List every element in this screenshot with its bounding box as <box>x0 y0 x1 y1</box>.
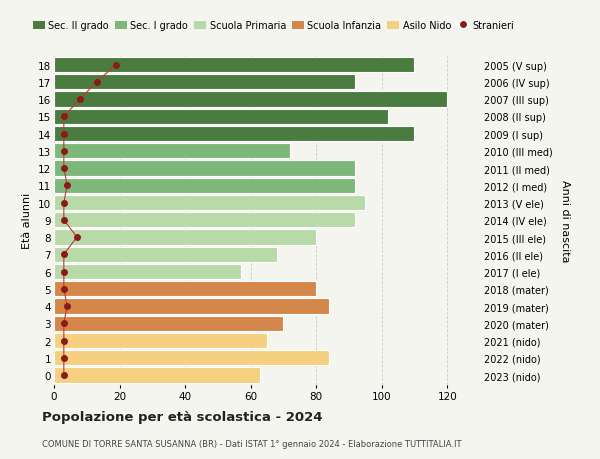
Bar <box>54 92 447 107</box>
Bar <box>54 333 267 348</box>
Bar <box>54 75 355 90</box>
Bar <box>54 368 260 383</box>
Bar <box>54 213 355 228</box>
Bar <box>54 161 355 176</box>
Bar <box>54 178 355 194</box>
Legend: Sec. II grado, Sec. I grado, Scuola Primaria, Scuola Infanzia, Asilo Nido, Stran: Sec. II grado, Sec. I grado, Scuola Prim… <box>29 17 518 35</box>
Bar <box>54 58 415 73</box>
Text: Popolazione per età scolastica - 2024: Popolazione per età scolastica - 2024 <box>42 410 323 423</box>
Bar <box>54 196 365 211</box>
Bar <box>54 264 241 280</box>
Bar <box>54 351 329 365</box>
Bar <box>54 127 415 142</box>
Y-axis label: Età alunni: Età alunni <box>22 192 32 248</box>
Bar <box>54 281 316 297</box>
Bar <box>54 109 388 124</box>
Bar <box>54 247 277 262</box>
Bar <box>54 316 283 331</box>
Bar <box>54 230 316 245</box>
Bar <box>54 299 329 314</box>
Bar <box>54 144 290 159</box>
Y-axis label: Anni di nascita: Anni di nascita <box>560 179 569 262</box>
Text: COMUNE DI TORRE SANTA SUSANNA (BR) - Dati ISTAT 1° gennaio 2024 - Elaborazione T: COMUNE DI TORRE SANTA SUSANNA (BR) - Dat… <box>42 439 461 448</box>
